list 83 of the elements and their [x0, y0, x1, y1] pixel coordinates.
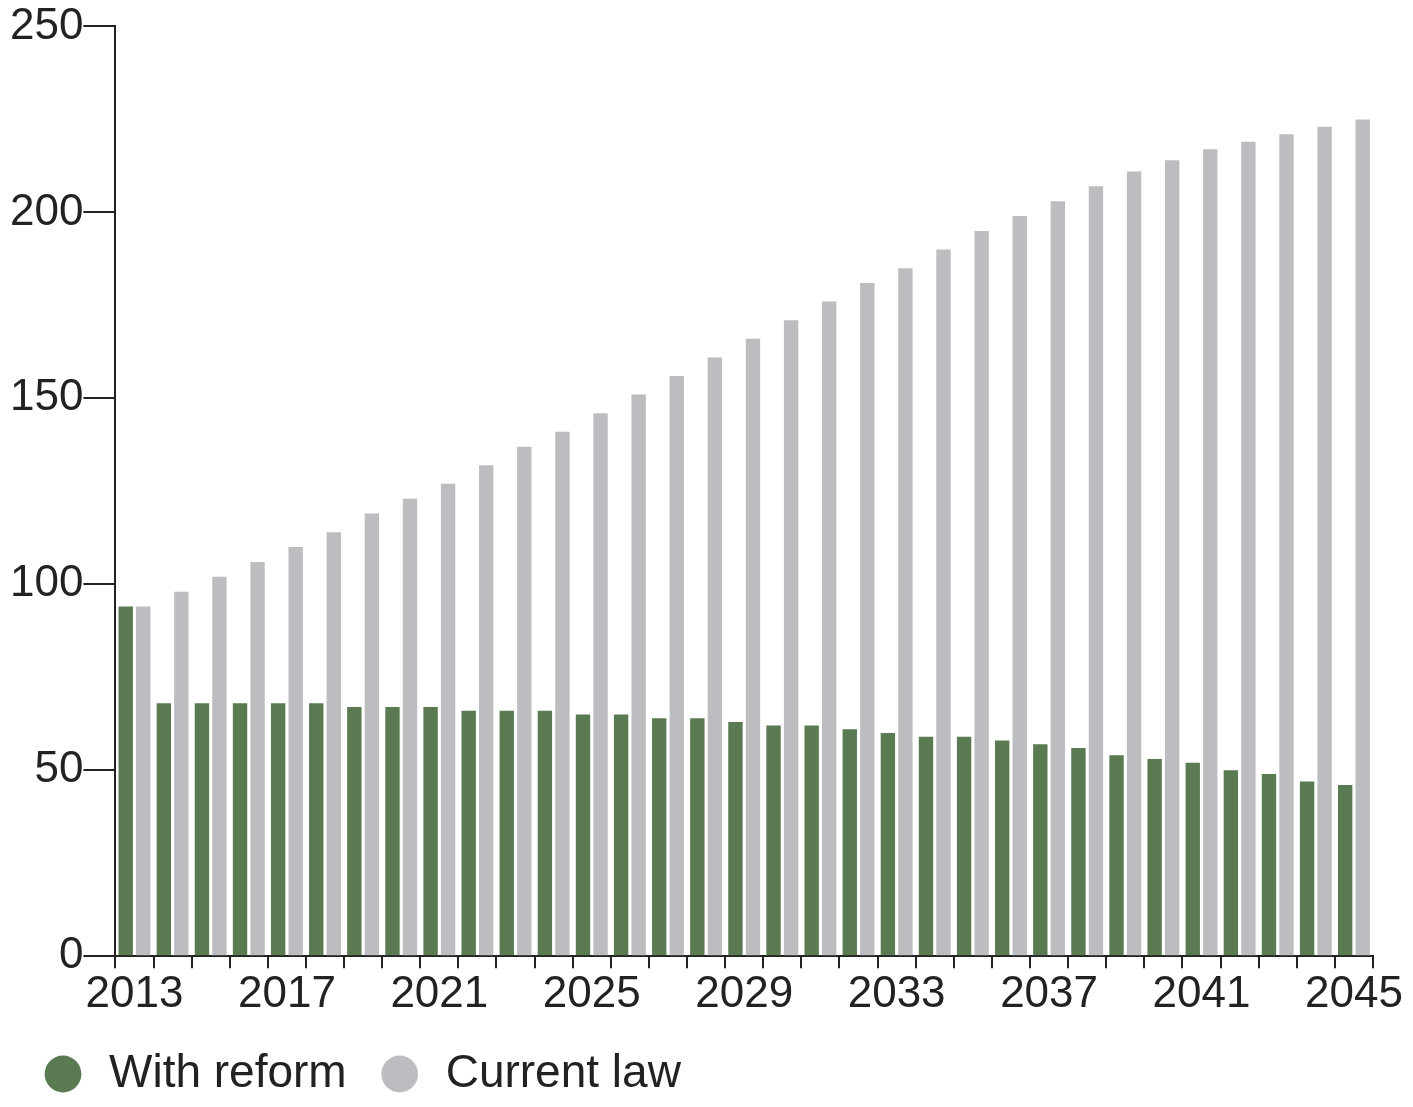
bar — [461, 710, 476, 956]
y-tick-label: 50 — [34, 742, 84, 792]
bar — [707, 357, 723, 956]
bar — [423, 707, 438, 956]
bar — [631, 394, 646, 956]
bar — [860, 283, 875, 956]
bar — [1109, 755, 1124, 956]
bar — [745, 338, 761, 956]
bar — [517, 446, 532, 956]
bar — [1299, 781, 1315, 956]
bar — [270, 703, 286, 956]
x-tick-label: 2017 — [237, 966, 336, 1016]
bar — [669, 376, 684, 956]
bar — [537, 710, 553, 956]
bar — [956, 736, 972, 956]
bar — [402, 498, 418, 956]
bar — [194, 703, 210, 956]
bar — [347, 707, 362, 956]
y-tick-label: 0 — [58, 928, 84, 978]
bar — [364, 513, 380, 956]
bar — [1317, 126, 1332, 956]
bar — [613, 714, 629, 956]
bar — [1355, 119, 1370, 956]
bar — [1012, 216, 1027, 956]
bar — [479, 465, 494, 956]
bar — [974, 230, 989, 956]
x-tick-label: 2045 — [1305, 966, 1403, 1016]
legend-label: Current law — [445, 1044, 682, 1097]
bar — [1337, 785, 1353, 956]
bar — [1241, 141, 1256, 956]
bar — [1071, 747, 1086, 956]
bar — [1279, 134, 1294, 956]
x-tick-label: 2013 — [85, 966, 184, 1016]
bar — [936, 249, 951, 956]
bar — [690, 718, 705, 956]
bar — [783, 320, 799, 956]
x-tick-label: 2029 — [695, 966, 794, 1016]
bar — [1164, 160, 1180, 956]
bar — [174, 591, 189, 956]
bar — [766, 725, 781, 956]
x-tick-label: 2037 — [1000, 966, 1099, 1016]
bar — [995, 740, 1010, 956]
bar — [1147, 759, 1162, 956]
x-tick-label: 2041 — [1152, 966, 1251, 1016]
bar — [1033, 744, 1048, 956]
bar — [898, 268, 913, 956]
bar — [1088, 186, 1104, 956]
bar — [440, 483, 456, 956]
bar — [555, 431, 570, 956]
x-tick-label: 2033 — [847, 966, 946, 1016]
y-tick-label: 150 — [9, 370, 84, 420]
bar — [822, 301, 837, 956]
bar — [918, 736, 934, 956]
y-tick-label: 250 — [9, 0, 84, 48]
y-tick-label: 200 — [9, 184, 84, 234]
x-tick-label: 2025 — [542, 966, 641, 1016]
y-tick-label: 100 — [9, 556, 84, 606]
bar — [326, 532, 341, 956]
bar — [1261, 773, 1277, 956]
bar — [385, 707, 400, 956]
bar — [842, 729, 857, 956]
bar — [1185, 762, 1200, 956]
bar — [728, 721, 743, 956]
bar — [575, 714, 591, 956]
bar — [1223, 770, 1239, 956]
legend-label: With reform — [109, 1044, 347, 1097]
bar — [309, 703, 324, 956]
bar — [880, 733, 896, 956]
bar — [652, 718, 667, 956]
bar — [156, 703, 171, 956]
bar — [118, 606, 133, 956]
bar — [250, 561, 265, 956]
x-tick-label: 2021 — [390, 966, 489, 1016]
bar — [1203, 149, 1218, 956]
bar — [136, 606, 151, 956]
bar — [212, 576, 227, 956]
bar — [1050, 201, 1066, 956]
bar — [593, 413, 608, 956]
bar — [288, 547, 303, 956]
bar — [499, 710, 514, 956]
bar — [232, 703, 248, 956]
bar — [1126, 171, 1142, 956]
bar — [804, 725, 819, 956]
